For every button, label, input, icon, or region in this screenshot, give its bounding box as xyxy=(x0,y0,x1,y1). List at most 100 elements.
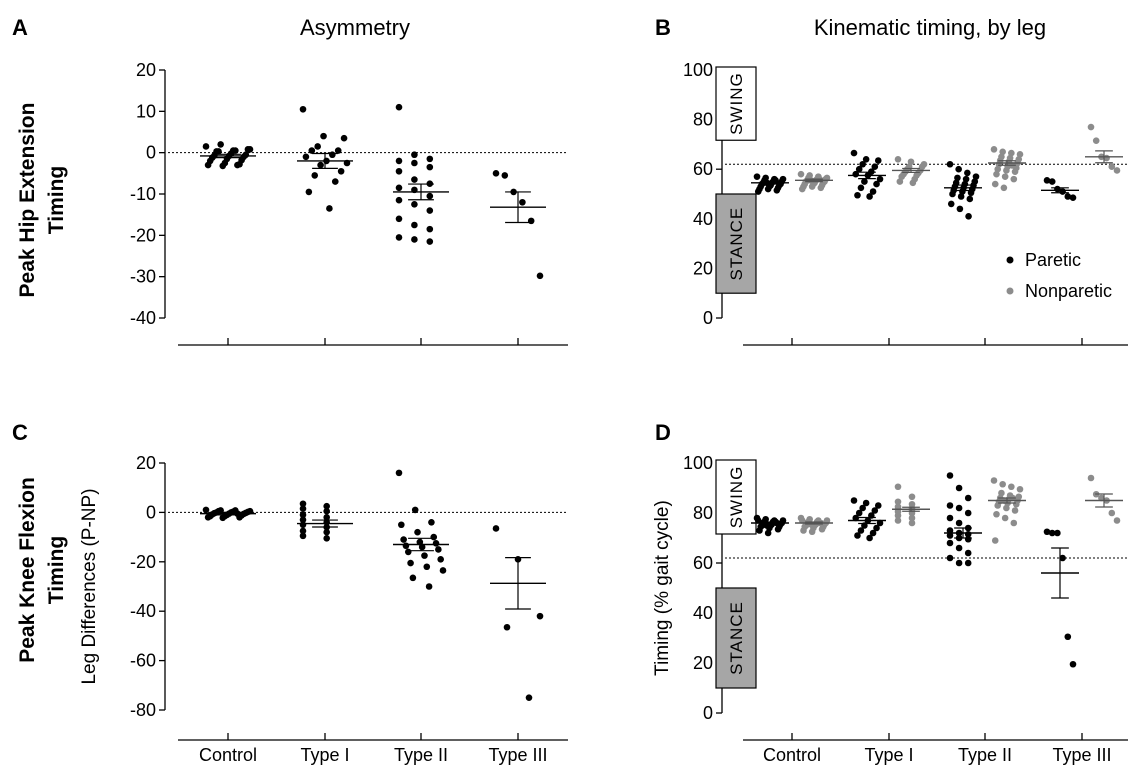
panel-d-point-paretic-type-ii xyxy=(946,554,954,562)
panel-a-point-type-iii xyxy=(536,272,544,280)
panel-d-point-paretic-type-i xyxy=(852,514,860,522)
panel-a-point-type-ii xyxy=(395,215,403,223)
panel-a-point-type-i xyxy=(326,205,333,212)
panel-d-ytick-label: 80 xyxy=(693,503,713,523)
panel-b-point-nonparetic-type-i xyxy=(909,179,917,187)
panel-b-point-nonparetic-type-ii xyxy=(1008,149,1015,157)
panel-a-ytick-label: 20 xyxy=(136,60,156,80)
panel-c-ytick-label: -60 xyxy=(130,651,156,671)
panel-c-point-type-ii xyxy=(404,548,412,556)
panel-d-point-nonparetic-control xyxy=(808,528,816,536)
panel-c-point-type-ii xyxy=(414,528,421,536)
panel-a-ytick-label: -30 xyxy=(130,267,156,287)
panel-c-point-type-ii xyxy=(437,556,444,563)
panel-d-y-axis-title: Timing (% gait cycle) xyxy=(652,500,673,676)
panel-d-ytick-label: 60 xyxy=(693,553,713,573)
panel-d-point-nonparetic-type-ii xyxy=(993,510,1000,518)
panel-d-point-nonparetic-type-ii xyxy=(991,537,999,544)
panel-d-point-nonparetic-type-ii xyxy=(1008,483,1015,491)
panel-d-point-paretic-type-ii xyxy=(946,527,954,534)
panel-d-point-paretic-type-i xyxy=(874,502,882,509)
panel-a-point-type-ii xyxy=(411,151,418,159)
panel-c-xtick-label-type-iii: Type III xyxy=(488,745,547,765)
panel-a-point-type-ii xyxy=(395,103,403,111)
panel-d-point-paretic-type-ii xyxy=(955,484,963,492)
panel-b-point-paretic-type-ii xyxy=(959,188,966,195)
panel-d-point-paretic-type-ii xyxy=(946,539,954,547)
panel-c-point-type-ii xyxy=(421,552,428,559)
panel-b-point-paretic-type-iii xyxy=(1064,193,1072,200)
panel-c-point-type-i xyxy=(299,500,307,508)
panel-a-point-type-ii xyxy=(411,176,418,183)
panel-b-point-paretic-type-ii xyxy=(972,173,980,180)
panel-a-point-type-ii xyxy=(426,155,434,163)
panel-b-point-paretic-type-i xyxy=(869,188,877,195)
panel-c-point-type-iii xyxy=(536,612,544,620)
panel-b-point-nonparetic-type-iii xyxy=(1108,163,1116,171)
panel-a-point-control xyxy=(234,161,241,169)
panel-b-swing-label: SWING xyxy=(727,72,746,135)
panel-b-point-paretic-type-i xyxy=(852,170,860,178)
panel-c-point-type-ii xyxy=(400,536,407,543)
panel-d-stance-label: STANCE xyxy=(727,601,746,675)
panel-a-point-type-i xyxy=(337,167,345,175)
panel-b-legend-label-paretic: Paretic xyxy=(1025,250,1081,270)
panel-b-ytick-label: 60 xyxy=(693,159,713,179)
panel-d-point-paretic-type-ii xyxy=(964,509,972,517)
panel-b-point-paretic-type-ii xyxy=(954,174,961,182)
panel-d-point-paretic-type-ii xyxy=(955,544,963,552)
panel-d-point-paretic-type-ii xyxy=(946,514,954,522)
panel-b-point-nonparetic-control xyxy=(817,184,825,192)
panel-c-point-type-i xyxy=(299,527,307,535)
panel-a-point-control xyxy=(244,146,252,153)
panel-d-point-paretic-type-iii xyxy=(1064,633,1072,641)
panel-d-point-paretic-control xyxy=(756,527,763,534)
panel-d-ytick-label: 40 xyxy=(693,603,713,623)
panel-b-point-nonparetic-type-ii xyxy=(999,148,1006,156)
panel-b-point-nonparetic-type-iii xyxy=(1087,123,1095,131)
panel-b-point-paretic-type-ii xyxy=(966,195,974,203)
panel-b-point-paretic-type-iii xyxy=(1043,177,1051,184)
panel-d-point-paretic-type-i xyxy=(876,519,884,527)
panel-d-point-paretic-type-ii xyxy=(955,504,963,512)
panel-c-point-type-i xyxy=(299,511,307,519)
panel-c-xtick-label-type-i: Type I xyxy=(300,745,349,765)
panel-c-point-type-ii xyxy=(407,559,414,567)
panel-d-point-nonparetic-type-ii xyxy=(1012,500,1020,508)
panel-b-point-paretic-type-i xyxy=(859,160,866,168)
panel-a-point-type-i xyxy=(334,147,342,154)
panel-b-point-paretic-type-i xyxy=(861,178,868,185)
panel-c-point-type-i xyxy=(299,516,307,524)
panel-d-point-paretic-type-ii xyxy=(955,559,963,567)
panel-d-point-paretic-type-i xyxy=(850,497,858,504)
panel-c-point-type-i xyxy=(323,514,330,521)
row-label-knee-line2: Timing xyxy=(45,536,68,604)
panel-b-point-paretic-type-i xyxy=(874,157,882,164)
panel-b-legend-marker-paretic xyxy=(1006,256,1014,264)
panel-c-point-type-i xyxy=(299,532,307,540)
panel-d-point-nonparetic-type-i xyxy=(894,512,902,519)
panel-a-point-type-ii xyxy=(426,225,434,233)
panel-d-swing-box xyxy=(715,459,757,535)
panel-a-point-type-i xyxy=(311,172,319,179)
panel-d-point-nonparetic-type-ii xyxy=(1003,504,1010,512)
panel-d-ytick-label: 20 xyxy=(693,653,713,673)
panel-b-point-nonparetic-type-i xyxy=(898,173,906,180)
panel-b-point-nonparetic-type-ii xyxy=(990,146,998,153)
panel-b-point-paretic-control xyxy=(764,185,772,193)
panel-c-ytick-label: 20 xyxy=(136,453,156,473)
panel-b-point-nonparetic-type-ii xyxy=(1016,151,1024,158)
panel-b-point-paretic-type-iii xyxy=(1069,194,1077,202)
panel-b-point-nonparetic-control xyxy=(798,185,806,193)
panel-a-point-type-ii xyxy=(395,234,403,241)
panel-b-ytick-label: 0 xyxy=(703,308,713,328)
panel-a-point-type-ii xyxy=(426,163,434,171)
panel-b-ytick-label: 100 xyxy=(683,60,713,80)
panel-b-point-paretic-type-ii xyxy=(947,200,955,208)
panel-d-plot: 0 20 40 60 80 100 Control Type I Type II Type III… xyxy=(652,453,1128,765)
panel-a-ytick-label: -10 xyxy=(130,184,156,204)
panel-b-ytick-label: 80 xyxy=(693,110,713,130)
panel-a-point-control xyxy=(204,161,212,169)
panel-c-point-type-i xyxy=(323,502,330,510)
